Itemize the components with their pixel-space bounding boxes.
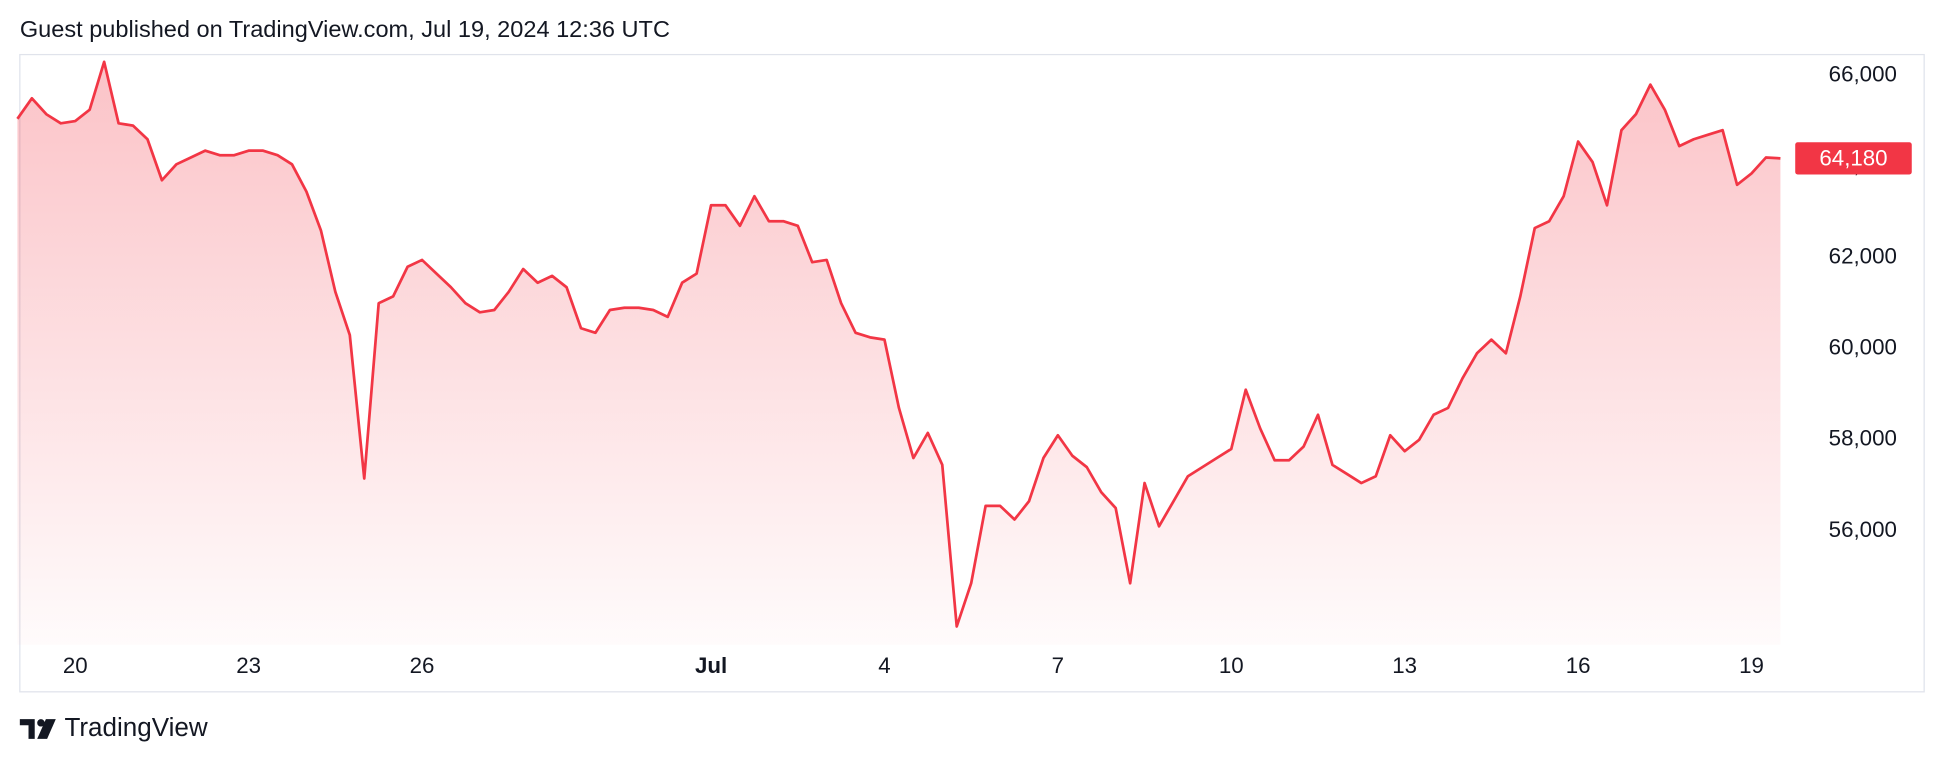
x-tick-label: 23 xyxy=(236,653,261,678)
x-tick-label: 10 xyxy=(1219,653,1244,678)
y-tick-label: 58,000 xyxy=(1829,426,1897,451)
x-tick-label: 20 xyxy=(63,653,88,678)
x-tick-label: 13 xyxy=(1392,653,1417,678)
y-tick-label: 60,000 xyxy=(1829,335,1897,360)
plot: 56,00058,00060,00062,00064,00066,0002023… xyxy=(16,60,1912,678)
last-price-label: 64,180 xyxy=(1819,146,1887,171)
y-tick-label: 62,000 xyxy=(1829,244,1897,269)
price-line xyxy=(16,60,1781,628)
logo-mark xyxy=(37,719,56,739)
x-tick-label: Jul xyxy=(695,653,727,678)
logo-dot xyxy=(37,719,45,727)
y-tick-label: 66,000 xyxy=(1829,61,1897,86)
brand-name: TradingView xyxy=(64,712,207,742)
last-price-box xyxy=(1795,142,1912,175)
x-tick-label: 19 xyxy=(1739,653,1764,678)
x-tick-label: 16 xyxy=(1566,653,1591,678)
area-fill xyxy=(17,61,1781,645)
logo-mark xyxy=(19,719,35,739)
logo xyxy=(19,719,56,739)
x-tick-label: 26 xyxy=(410,653,435,678)
y-tick-label: 56,000 xyxy=(1829,517,1897,542)
publish-info: Guest published on TradingView.com, Jul … xyxy=(20,16,670,42)
x-tick-label: 7 xyxy=(1052,653,1064,678)
x-tick-label: 4 xyxy=(878,653,890,678)
